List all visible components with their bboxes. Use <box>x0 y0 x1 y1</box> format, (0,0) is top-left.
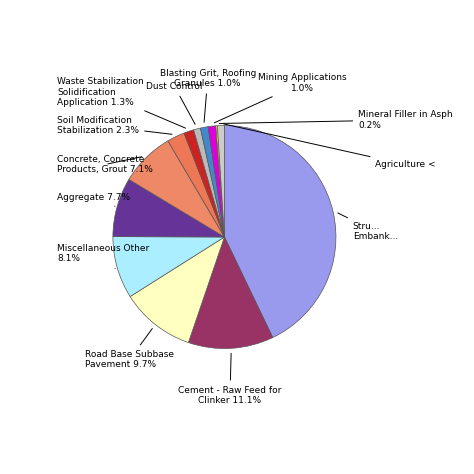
Wedge shape <box>184 130 224 237</box>
Text: Stru...
Embank...: Stru... Embank... <box>338 213 398 241</box>
Text: Mineral Filler in Asph
0.2%: Mineral Filler in Asph 0.2% <box>219 110 453 129</box>
Wedge shape <box>168 133 224 237</box>
Wedge shape <box>201 127 224 237</box>
Text: Concrete, Concrete
Products, Grout 7.1%: Concrete, Concrete Products, Grout 7.1% <box>57 155 153 174</box>
Wedge shape <box>129 141 224 237</box>
Text: Agriculture <: Agriculture < <box>224 124 436 169</box>
Text: Waste Stabilization
Solidification
Application 1.3%: Waste Stabilization Solidification Appli… <box>57 77 185 128</box>
Wedge shape <box>216 126 224 237</box>
Wedge shape <box>193 128 224 237</box>
Wedge shape <box>218 126 224 237</box>
Wedge shape <box>130 237 224 343</box>
Text: Miscellaneous Other
8.1%: Miscellaneous Other 8.1% <box>57 244 149 268</box>
Text: Mining Applications
1.0%: Mining Applications 1.0% <box>214 73 347 123</box>
Wedge shape <box>113 180 224 237</box>
Text: Soil Modification
Stabilization 2.3%: Soil Modification Stabilization 2.3% <box>57 116 172 135</box>
Text: Road Base Subbase
Pavement 9.7%: Road Base Subbase Pavement 9.7% <box>85 328 174 369</box>
Wedge shape <box>188 237 273 348</box>
Text: Cement - Raw Feed for
Clinker 11.1%: Cement - Raw Feed for Clinker 11.1% <box>178 353 282 405</box>
Wedge shape <box>113 237 224 297</box>
Text: Blasting Grit, Roofing
Granules 1.0%: Blasting Grit, Roofing Granules 1.0% <box>160 69 256 122</box>
Text: Aggregate 7.7%: Aggregate 7.7% <box>57 193 130 206</box>
Text: Dust Control: Dust Control <box>146 82 203 124</box>
Wedge shape <box>224 126 336 337</box>
Wedge shape <box>208 126 224 237</box>
